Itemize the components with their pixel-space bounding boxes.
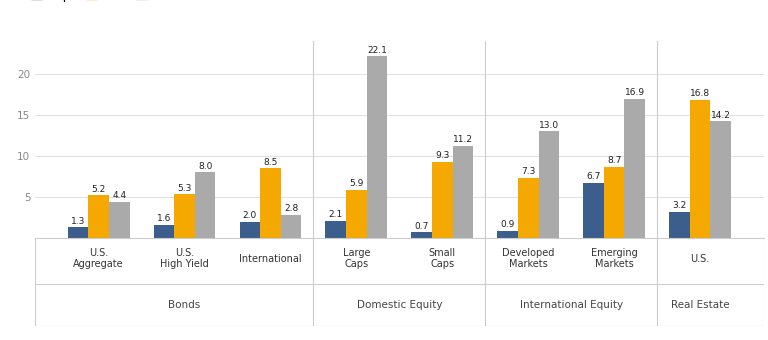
Text: 7.3: 7.3 — [521, 167, 535, 176]
Text: 5.2: 5.2 — [91, 185, 106, 194]
Bar — [518, 178, 538, 238]
Legend: Sep, 3M, YTD: Sep, 3M, YTD — [26, 0, 182, 7]
Text: 8.0: 8.0 — [198, 162, 213, 171]
Bar — [412, 232, 432, 238]
Bar — [195, 172, 216, 238]
Bar — [669, 212, 690, 238]
Text: 3.2: 3.2 — [672, 201, 687, 210]
Text: U.S.
Aggregate: U.S. Aggregate — [73, 248, 124, 270]
Bar — [281, 215, 301, 238]
Text: International Equity: International Equity — [520, 300, 623, 310]
Text: 8.7: 8.7 — [607, 156, 621, 165]
Text: Small
Caps: Small Caps — [429, 248, 456, 270]
Text: Bonds: Bonds — [168, 300, 200, 310]
Bar — [604, 167, 624, 238]
Text: Emerging
Markets: Emerging Markets — [591, 248, 637, 270]
Text: 9.3: 9.3 — [435, 151, 449, 160]
Text: 2.8: 2.8 — [284, 204, 298, 214]
Text: Domestic Equity: Domestic Equity — [356, 300, 442, 310]
Text: 4.4: 4.4 — [112, 191, 126, 200]
Text: 5.9: 5.9 — [349, 179, 363, 188]
Bar — [498, 231, 518, 238]
Bar — [690, 100, 710, 238]
Bar — [710, 121, 731, 238]
Text: 1.3: 1.3 — [71, 217, 85, 226]
Bar — [109, 202, 130, 238]
Text: 22.1: 22.1 — [367, 46, 387, 55]
Text: 11.2: 11.2 — [453, 135, 473, 144]
Bar — [538, 131, 559, 238]
Text: 1.6: 1.6 — [157, 214, 171, 223]
Text: 16.9: 16.9 — [624, 88, 645, 98]
Text: 14.2: 14.2 — [710, 111, 730, 120]
Bar — [346, 189, 366, 238]
Bar — [260, 168, 281, 238]
Text: International: International — [239, 254, 302, 264]
Bar — [68, 227, 88, 238]
Text: 16.8: 16.8 — [690, 89, 710, 98]
Text: U.S.
High Yield: U.S. High Yield — [161, 248, 209, 270]
Text: 13.0: 13.0 — [539, 121, 559, 130]
Bar — [174, 194, 195, 238]
Text: 8.5: 8.5 — [263, 157, 278, 167]
Text: 5.3: 5.3 — [177, 184, 192, 193]
Text: 2.1: 2.1 — [329, 210, 343, 219]
Bar — [452, 146, 473, 238]
Bar — [624, 99, 645, 238]
Text: 6.7: 6.7 — [586, 172, 601, 181]
Text: U.S.: U.S. — [690, 254, 710, 264]
Bar — [88, 195, 109, 238]
Text: 0.7: 0.7 — [415, 222, 429, 231]
Bar — [583, 183, 604, 238]
Bar — [154, 225, 174, 238]
Text: 2.0: 2.0 — [243, 211, 257, 220]
Text: 0.9: 0.9 — [501, 220, 515, 229]
Text: Real Estate: Real Estate — [670, 300, 730, 310]
Bar — [240, 222, 260, 238]
Text: Developed
Markets: Developed Markets — [502, 248, 554, 270]
Bar — [366, 56, 387, 238]
Bar — [432, 162, 452, 238]
Bar — [326, 221, 346, 238]
Text: Large
Caps: Large Caps — [343, 248, 370, 270]
